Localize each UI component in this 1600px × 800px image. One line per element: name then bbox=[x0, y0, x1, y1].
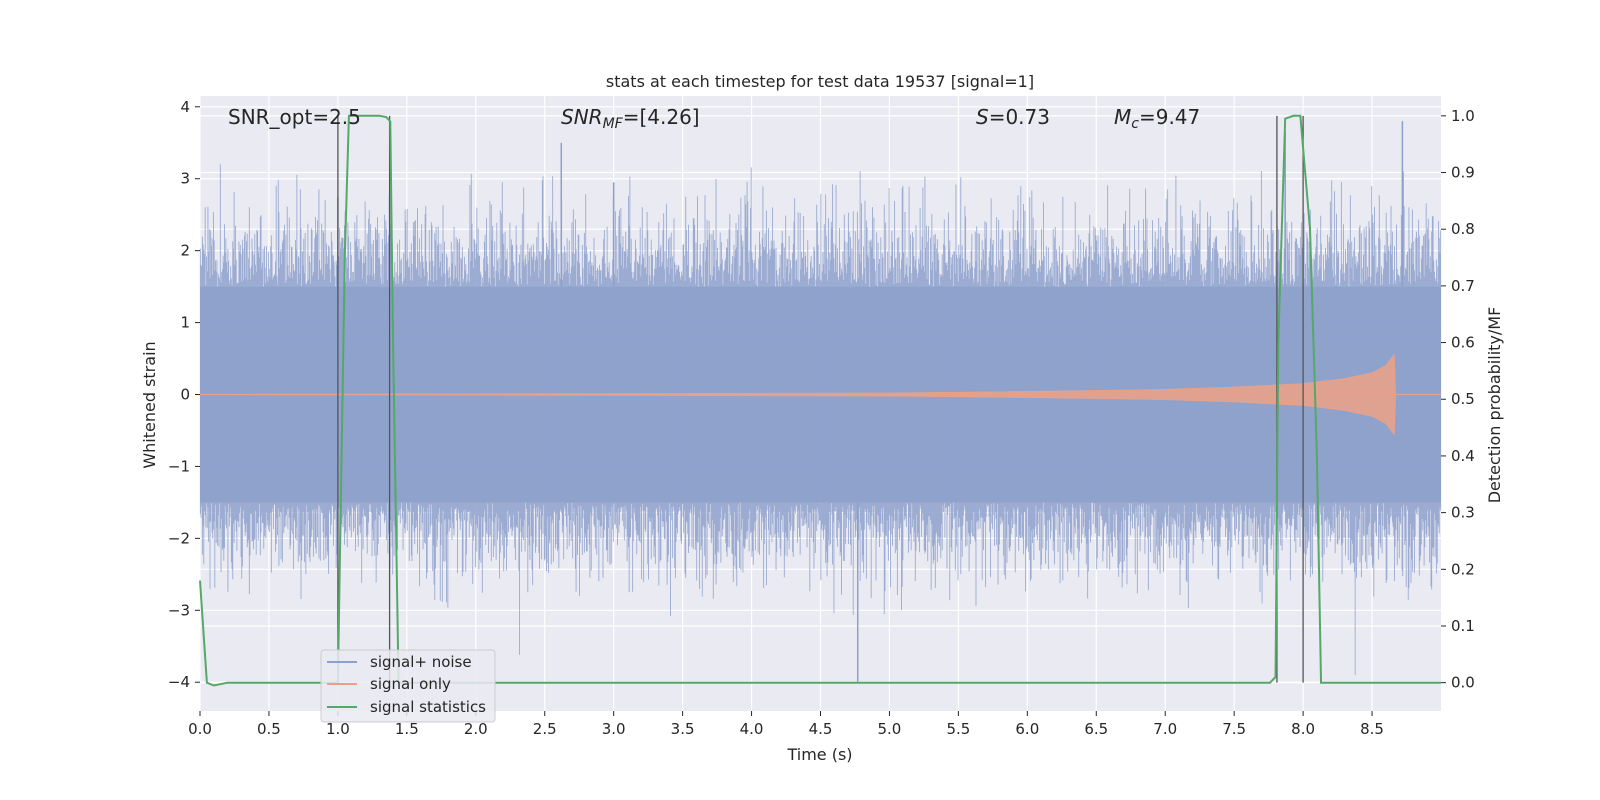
annotation-snr-opt: SNR_opt=2.5 bbox=[228, 105, 361, 129]
annotation-s-value: =0.73 bbox=[989, 105, 1050, 129]
annotation-mc: Mc=9.47 bbox=[1114, 105, 1200, 132]
y2-tick-label-1: 0.9 bbox=[1451, 164, 1475, 182]
y-tick-label-5: −1 bbox=[168, 457, 190, 475]
legend: signal+ noise signal only signal statist… bbox=[320, 649, 496, 723]
legend-label-stats: signal statistics bbox=[370, 698, 486, 716]
signal-statistics-series bbox=[199, 114, 1441, 687]
x-tick-label-17: 8.5 bbox=[1360, 720, 1384, 738]
y-tick-label-2: 2 bbox=[180, 242, 190, 260]
y-tick-label-1: 3 bbox=[180, 170, 190, 188]
y2-axis-ticks: 1.0 0.9 0.8 0.7 0.6 0.5 0.4 0.3 0.2 0.1 0.0 bbox=[1441, 107, 1475, 692]
x-axis-ticks: 0.0 0.5 1.0 1.5 2.0 2.5 3.0 3.5 4.0 4.5 5.0 5.5 6.0 6… bbox=[188, 711, 1384, 738]
annotation-mc-symbol: M bbox=[1114, 105, 1131, 129]
y2-tick-label-4: 0.6 bbox=[1451, 334, 1475, 352]
x-tick-label-13: 6.5 bbox=[1084, 720, 1108, 738]
x-tick-label-11: 5.5 bbox=[946, 720, 970, 738]
y2-tick-label-7: 0.3 bbox=[1451, 504, 1475, 522]
annotation-snr-mf-symbol: SNR bbox=[561, 105, 603, 129]
annotation-s: S=0.73 bbox=[976, 105, 1050, 129]
annotation-mc-subscript: c bbox=[1131, 116, 1139, 132]
x-tick-label-15: 7.5 bbox=[1222, 720, 1246, 738]
y2-tick-label-8: 0.2 bbox=[1451, 560, 1475, 578]
legend-box bbox=[320, 649, 496, 723]
legend-label-signal: signal only bbox=[370, 675, 451, 693]
x-tick-label-3: 1.5 bbox=[395, 720, 419, 738]
y-tick-label-7: −3 bbox=[168, 601, 190, 619]
legend-label-noise: signal+ noise bbox=[370, 653, 472, 671]
y-tick-label-0: 4 bbox=[180, 98, 190, 116]
annotation-snr-mf: SNRMF=[4.26] bbox=[561, 105, 700, 132]
signal-statistics-line bbox=[199, 114, 1441, 687]
y-tick-label-4: 0 bbox=[180, 386, 190, 404]
annotation-snr-mf-subscript: MF bbox=[603, 116, 624, 132]
annotation-s-symbol: S bbox=[976, 105, 989, 129]
x-tick-label-8: 4.0 bbox=[740, 720, 764, 738]
x-tick-label-14: 7.0 bbox=[1153, 720, 1177, 738]
x-tick-label-5: 2.5 bbox=[533, 720, 557, 738]
y2-tick-label-0: 1.0 bbox=[1451, 107, 1475, 125]
x-tick-label-12: 6.0 bbox=[1015, 720, 1039, 738]
signal-only-series bbox=[199, 353, 1441, 436]
x-axis-label: Time (s) bbox=[786, 745, 852, 764]
annotation-mc-value: =9.47 bbox=[1139, 105, 1200, 129]
x-tick-label-9: 4.5 bbox=[809, 720, 833, 738]
annotation-snr-mf-value: =[4.26] bbox=[623, 105, 700, 129]
x-tick-label-1: 0.5 bbox=[257, 720, 281, 738]
y2-tick-label-3: 0.7 bbox=[1451, 277, 1475, 295]
y-tick-label-3: 1 bbox=[180, 314, 190, 332]
y-tick-label-8: −4 bbox=[168, 673, 190, 691]
x-tick-label-10: 5.0 bbox=[878, 720, 902, 738]
x-tick-label-2: 1.0 bbox=[326, 720, 350, 738]
x-tick-label-16: 8.0 bbox=[1291, 720, 1315, 738]
y-axis-ticks: 4 3 2 1 0 −1 −2 −3 −4 bbox=[168, 98, 200, 691]
y2-tick-label-10: 0.0 bbox=[1451, 674, 1475, 692]
noise-peaks bbox=[337, 121, 1404, 683]
x-tick-label-6: 3.0 bbox=[602, 720, 626, 738]
x-tick-label-4: 2.0 bbox=[464, 720, 488, 738]
y2-tick-label-2: 0.8 bbox=[1451, 220, 1475, 238]
chart-title: stats at each timestep for test data 195… bbox=[606, 72, 1034, 91]
x-tick-label-7: 3.5 bbox=[671, 720, 695, 738]
y-axis-label: Whitened strain bbox=[140, 341, 159, 468]
y2-tick-label-9: 0.1 bbox=[1451, 617, 1475, 635]
y2-tick-label-5: 0.5 bbox=[1451, 390, 1475, 408]
y2-tick-label-6: 0.4 bbox=[1451, 447, 1475, 465]
y-tick-label-6: −2 bbox=[168, 529, 190, 547]
y2-axis-label: Detection probability/MF bbox=[1485, 307, 1504, 504]
x-tick-label-0: 0.0 bbox=[188, 720, 212, 738]
